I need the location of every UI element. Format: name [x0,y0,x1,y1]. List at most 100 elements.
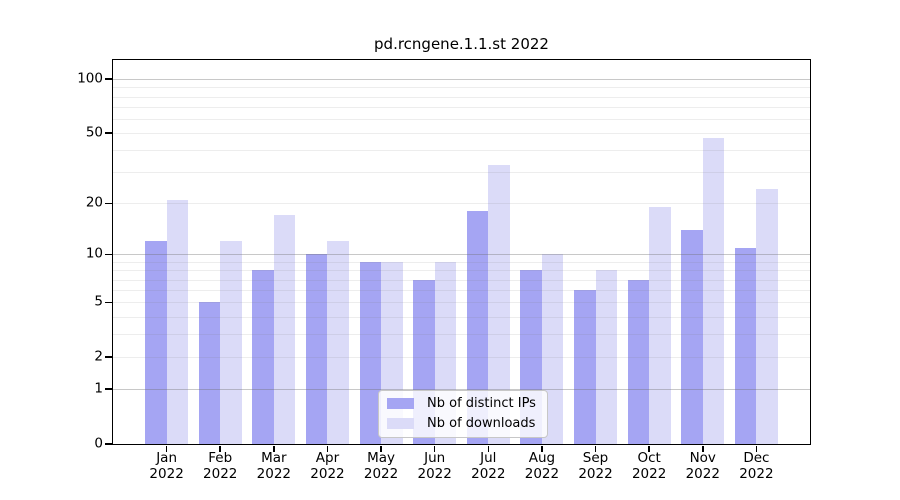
legend-swatch-downloads [387,418,414,429]
y-tick-label: 20 [85,194,103,211]
x-tick-month: Apr [315,450,340,466]
y-tick [105,443,112,445]
x-tick-month: May [367,450,396,466]
x-tick [648,445,650,452]
x-tick-year: 2022 [149,466,184,482]
y-tick-label: 1 [94,380,103,397]
x-tick [487,445,490,452]
x-tick-label-nov: Nov 2022 [671,450,735,482]
x-tick-year: 2022 [417,466,452,482]
bar-downloads-nov [702,137,725,444]
bar-distinct-ips-dec [734,247,757,444]
x-tick-year: 2022 [471,466,506,482]
bar-downloads-apr [327,241,349,444]
y-tick [105,356,112,358]
x-tick-label-aug: Aug 2022 [510,450,574,482]
x-tick [326,445,329,452]
x-tick-month: Oct [637,450,661,466]
legend-label-distinct-ips: Nb of distinct IPs [427,396,536,411]
y-tick-label: 100 [77,70,103,87]
legend-item-distinct-ips: Nb of distinct IPs [387,396,536,411]
bar-downloads-dec [756,189,778,444]
gridline-minor [113,261,810,263]
x-tick-month: Mar [261,450,287,466]
x-tick-label-mar: Mar 2022 [242,450,306,482]
gridline-minor [113,133,810,135]
x-tick-month: Nov [689,450,716,466]
gridline-minor [113,334,810,336]
x-tick-label-oct: Oct 2022 [617,450,681,482]
x-tick [273,445,275,452]
gridline-minor [113,316,810,318]
y-tick-label: 5 [94,293,103,310]
plot-area [113,60,810,444]
bar-downloads-jan [166,199,189,444]
x-tick-label-sep: Sep 2022 [564,450,628,482]
x-tick [433,445,436,452]
y-tick-label: 10 [85,246,103,263]
legend-item-downloads: Nb of downloads [387,416,536,431]
x-tick-month: Jan [156,450,178,466]
x-tick-month: Jun [424,450,446,466]
x-tick [219,445,221,452]
x-tick [702,445,704,452]
bar-downloads-jul [488,165,510,444]
gridline-major [113,79,810,81]
x-tick-year: 2022 [739,466,774,482]
bar-distinct-ips-mar [252,270,274,444]
bar-distinct-ips-sep [574,290,596,444]
gridline-minor [113,302,810,304]
x-tick-year: 2022 [685,466,720,482]
bar-distinct-ips-jul [466,211,489,444]
y-tick [105,301,112,304]
gridline-minor [113,357,810,359]
gridline-minor [113,270,810,272]
x-tick [594,445,597,452]
chart-title: pd.rcngene.1.1.st 2022 [374,35,549,53]
gridline-minor [113,290,810,292]
bar-downloads-oct [649,207,671,444]
gridline-minor [113,106,810,108]
x-tick-label-dec: Dec 2022 [724,450,788,482]
x-tick-year: 2022 [363,466,399,482]
bar-distinct-ips-nov [681,229,703,444]
x-tick-label-jun: Jun 2022 [403,450,467,482]
y-tick [105,202,112,205]
bar-downloads-mar [273,215,296,444]
x-tick-month: Jul [480,450,497,466]
gridline-minor [113,279,810,281]
x-tick [380,445,382,452]
gridline-minor [113,203,810,205]
bar-distinct-ips-apr [305,254,328,444]
gridline-major [113,254,810,256]
x-tick-month: Dec [743,450,770,466]
x-tick-year: 2022 [578,466,613,482]
x-tick [541,445,543,452]
gridline-minor [113,150,810,152]
y-tick [105,253,112,256]
gridline-minor [113,118,810,120]
x-tick-year: 2022 [310,466,345,482]
x-tick-month: Feb [208,450,233,466]
bar-downloads-sep [595,270,618,444]
x-tick-month: Sep [582,450,609,466]
gridline-minor [113,96,810,98]
y-tick-label: 50 [85,124,103,141]
bar-downloads-feb [220,241,242,444]
y-tick [105,388,112,390]
bar-distinct-ips-oct [627,279,650,444]
x-tick-label-feb: Feb 2022 [188,450,252,482]
x-tick-label-jan: Jan 2022 [135,450,199,482]
x-tick-year: 2022 [256,466,292,482]
gridline-major [113,389,810,391]
y-tick [105,132,112,134]
y-tick [105,78,112,80]
legend-label-downloads: Nb of downloads [427,416,536,431]
bar-distinct-ips-feb [198,302,221,444]
x-tick [755,445,758,452]
x-tick-label-apr: Apr 2022 [295,450,359,482]
legend-swatch-distinct-ips [387,398,414,409]
y-tick-label: 0 [94,435,103,452]
bar-distinct-ips-may [359,261,382,444]
gridline-minor [113,87,810,89]
